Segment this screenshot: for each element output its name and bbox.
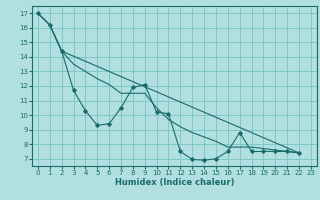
X-axis label: Humidex (Indice chaleur): Humidex (Indice chaleur) bbox=[115, 178, 234, 187]
